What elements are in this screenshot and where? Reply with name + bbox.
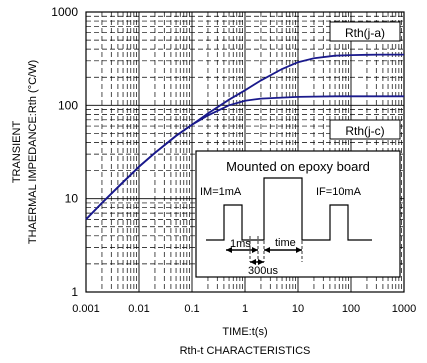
legend-label-rth-jc: Rth(j-c) bbox=[345, 124, 384, 138]
y-tick-label: 1000 bbox=[51, 5, 78, 19]
legend-rth-ja: Rth(j-a) bbox=[329, 21, 401, 42]
tick-labels: 0.001 0.01 0.1 1 10 100 1000 1 10 100 1000 bbox=[51, 5, 416, 315]
y-axis-title-line1: TRANSIENT bbox=[11, 121, 23, 184]
inset-right-label: IF=10mA bbox=[316, 186, 362, 198]
dim-label-1ms: 1ms bbox=[230, 238, 251, 250]
arrowhead bbox=[258, 259, 264, 265]
pulse-waveform bbox=[206, 177, 372, 241]
x-tick-label: 0.01 bbox=[128, 303, 149, 315]
chart-caption: Rth-t CHARACTERISTICS bbox=[180, 345, 311, 357]
y-axis-title-line2: THAERMAL IMPEDANCE:Rth (°C/W) bbox=[27, 60, 39, 244]
x-tick-label: 10 bbox=[292, 303, 304, 315]
series-line-rth-jc bbox=[85, 95, 404, 221]
x-tick-label: 0.1 bbox=[184, 303, 199, 315]
inset-left-label: IM=1mA bbox=[200, 186, 242, 198]
arrowhead bbox=[264, 247, 270, 253]
x-axis-title: TIME:t(s) bbox=[222, 326, 267, 338]
y-tick-label: 1 bbox=[71, 285, 78, 299]
dim-label-300us: 300us bbox=[248, 265, 278, 277]
inset-pulse-diagram: Mounted on epoxy board IM=1mA IF=10mA 1m… bbox=[195, 150, 401, 278]
x-tick-label: 1 bbox=[242, 303, 248, 315]
legend-rth-jc: Rth(j-c) bbox=[329, 119, 401, 140]
legend-label-rth-ja: Rth(j-a) bbox=[345, 26, 385, 40]
x-tick-label: 100 bbox=[342, 303, 360, 315]
dim-label-time: time bbox=[275, 237, 296, 249]
y-tick-label: 10 bbox=[65, 192, 79, 206]
y-tick-label: 100 bbox=[58, 98, 78, 112]
x-tick-label: 1000 bbox=[392, 303, 416, 315]
plot-frame bbox=[85, 11, 405, 293]
arrowhead bbox=[226, 247, 232, 253]
x-tick-label: 0.001 bbox=[72, 303, 100, 315]
curves bbox=[85, 53, 404, 221]
inset-title: Mounted on epoxy board bbox=[226, 159, 370, 174]
arrowhead bbox=[252, 247, 258, 253]
arrowhead bbox=[296, 247, 302, 253]
arrowhead bbox=[250, 259, 256, 265]
